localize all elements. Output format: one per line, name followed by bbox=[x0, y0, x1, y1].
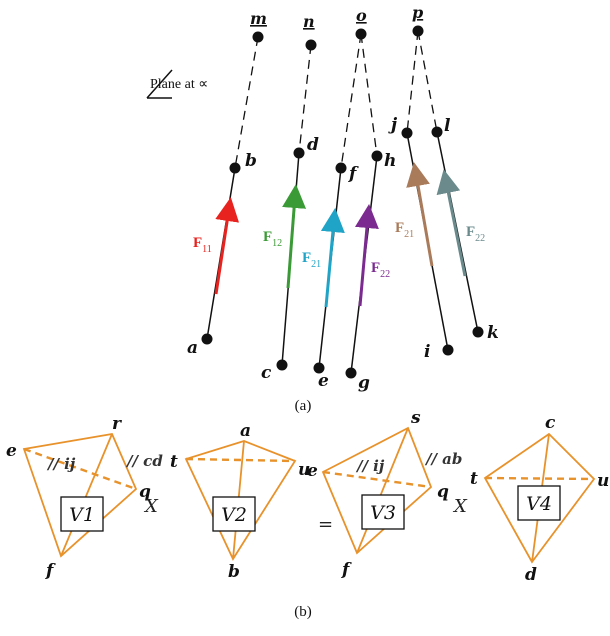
box-label-v1: V1 bbox=[69, 504, 95, 526]
point-b bbox=[229, 162, 241, 174]
point-label-b2: b bbox=[228, 562, 240, 582]
point-i bbox=[442, 344, 454, 356]
point-label-f3: f bbox=[341, 560, 352, 580]
point-label-j: j bbox=[388, 115, 398, 135]
force-label-f21: F21 bbox=[302, 250, 321, 270]
box-v2 bbox=[212, 496, 256, 532]
point-k bbox=[472, 326, 484, 338]
force-label-f22: F22 bbox=[371, 260, 390, 280]
dashed-line-oh bbox=[360, 33, 378, 157]
part-a: Plane at ∝ m n o p F11 F12 F21 bbox=[146, 3, 499, 414]
plane-at-infinity-icon bbox=[146, 69, 173, 99]
point-label-d: d bbox=[307, 135, 319, 155]
box-v1 bbox=[60, 496, 104, 532]
dashed-line-pj bbox=[406, 30, 419, 134]
point-label-e1: e bbox=[6, 441, 17, 461]
point-d bbox=[293, 147, 305, 159]
dashed-line-pl bbox=[417, 30, 438, 133]
point-label-a: a bbox=[187, 338, 198, 358]
point-label-e3: e bbox=[307, 461, 318, 481]
point-label-k: k bbox=[487, 323, 499, 343]
part-b: V1 r e q f // ij // cd X V2 a t u b = V3 bbox=[6, 408, 609, 620]
caption-a: (a) bbox=[295, 398, 312, 414]
force-label-f21b: F21 bbox=[395, 220, 414, 240]
point-label-b: b bbox=[245, 151, 257, 171]
box-v3 bbox=[361, 494, 405, 530]
point-label-f: f bbox=[348, 164, 359, 184]
point-label-q1: q bbox=[139, 482, 151, 502]
parallel-label-cd: // cd bbox=[125, 452, 163, 470]
point-label-r: r bbox=[112, 414, 122, 434]
box-label-v3: V3 bbox=[370, 502, 396, 524]
plane-label: Plane at ∝ bbox=[150, 77, 208, 92]
point-label-t2: t bbox=[170, 452, 178, 472]
force-f22-arrow bbox=[354, 204, 379, 307]
box-label-v2: V2 bbox=[221, 504, 247, 526]
point-f bbox=[335, 162, 347, 174]
dashed-line-of bbox=[340, 33, 362, 169]
point-label-p: p bbox=[412, 3, 423, 22]
point-a bbox=[201, 333, 213, 345]
tetrahedron-v1: V1 r e q f // ij // cd bbox=[6, 414, 163, 581]
times-operator-1: X bbox=[143, 496, 159, 517]
point-j bbox=[401, 127, 413, 139]
force-label-f11: F11 bbox=[193, 235, 212, 255]
force-label-f22b: F22 bbox=[466, 224, 485, 244]
force-label-f12: F12 bbox=[263, 229, 282, 249]
point-label-c: c bbox=[261, 363, 272, 383]
point-g bbox=[345, 367, 357, 379]
point-e bbox=[313, 362, 325, 374]
parallel-label-ij-3: // ij bbox=[355, 457, 385, 475]
point-label-g: g bbox=[358, 373, 370, 393]
point-label-q3: q bbox=[437, 482, 449, 502]
tetrahedron-v3: V3 s e q f // ij // ab bbox=[307, 408, 462, 580]
point-l bbox=[431, 126, 443, 138]
parallel-label-ab: // ab bbox=[424, 450, 462, 468]
point-c bbox=[276, 359, 288, 371]
box-label-v4: V4 bbox=[526, 493, 552, 515]
times-operator-2: X bbox=[452, 496, 468, 517]
point-label-u2: u bbox=[298, 460, 310, 480]
point-label-u4: u bbox=[597, 471, 609, 491]
point-label-h: h bbox=[384, 151, 396, 171]
tetrahedron-v2: V2 a t u b bbox=[170, 421, 310, 582]
force-f22b-arrow bbox=[436, 169, 467, 277]
point-label-o: o bbox=[356, 6, 367, 25]
force-f21-arrow bbox=[320, 208, 345, 308]
force-f11-arrow bbox=[214, 197, 240, 295]
point-label-f1: f bbox=[45, 561, 56, 581]
point-label-t4: t bbox=[470, 469, 478, 489]
point-label-e: e bbox=[318, 371, 329, 391]
point-label-m: m bbox=[250, 9, 267, 28]
caption-b: (b) bbox=[294, 604, 312, 620]
point-label-d4: d bbox=[525, 565, 537, 585]
point-label-i: i bbox=[424, 342, 430, 362]
point-label-c4: c bbox=[545, 413, 556, 433]
point-label-a2: a bbox=[240, 421, 251, 441]
parallel-label-ij-1: // ij bbox=[46, 455, 76, 473]
dashed-line-nd bbox=[298, 44, 312, 154]
force-f12-arrow bbox=[282, 184, 307, 289]
dashed-line-mb bbox=[234, 36, 259, 169]
point-label-l: l bbox=[444, 116, 451, 136]
point-h bbox=[371, 150, 383, 162]
box-v4 bbox=[517, 485, 561, 521]
equals-operator: = bbox=[318, 514, 333, 535]
force-f21b-arrow bbox=[406, 162, 434, 267]
point-label-n: n bbox=[303, 12, 315, 31]
tetrahedron-v4: V4 c t u d bbox=[470, 413, 609, 585]
point-label-s3: s bbox=[410, 408, 421, 428]
